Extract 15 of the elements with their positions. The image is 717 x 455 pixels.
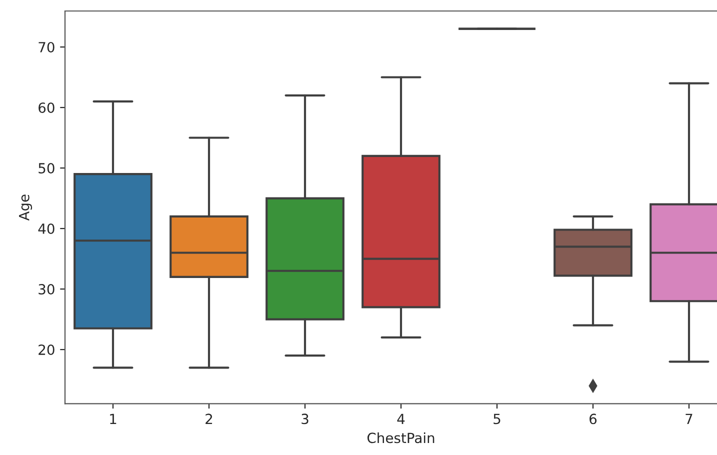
y-tick-label: 30 [38, 284, 54, 295]
x-tick-label: 1 [110, 414, 116, 424]
x-tick-label: 6 [590, 414, 597, 424]
y-tick-label: 60 [38, 102, 54, 113]
x-tick-label: 4 [397, 414, 405, 424]
y-tick-label: 70 [38, 42, 54, 52]
y-tick-label: 40 [38, 223, 54, 234]
y-tick-label: 50 [38, 162, 54, 174]
y-axis-title: Age [19, 194, 32, 221]
x-axis-title: ChestPain [367, 432, 434, 444]
x-tick-label: 5 [494, 414, 500, 424]
x-tick-label: 2 [206, 414, 212, 424]
x-tick-label: 3 [302, 414, 308, 424]
x-tick-label: 7 [686, 414, 692, 424]
y-tick-label: 20 [38, 344, 54, 356]
